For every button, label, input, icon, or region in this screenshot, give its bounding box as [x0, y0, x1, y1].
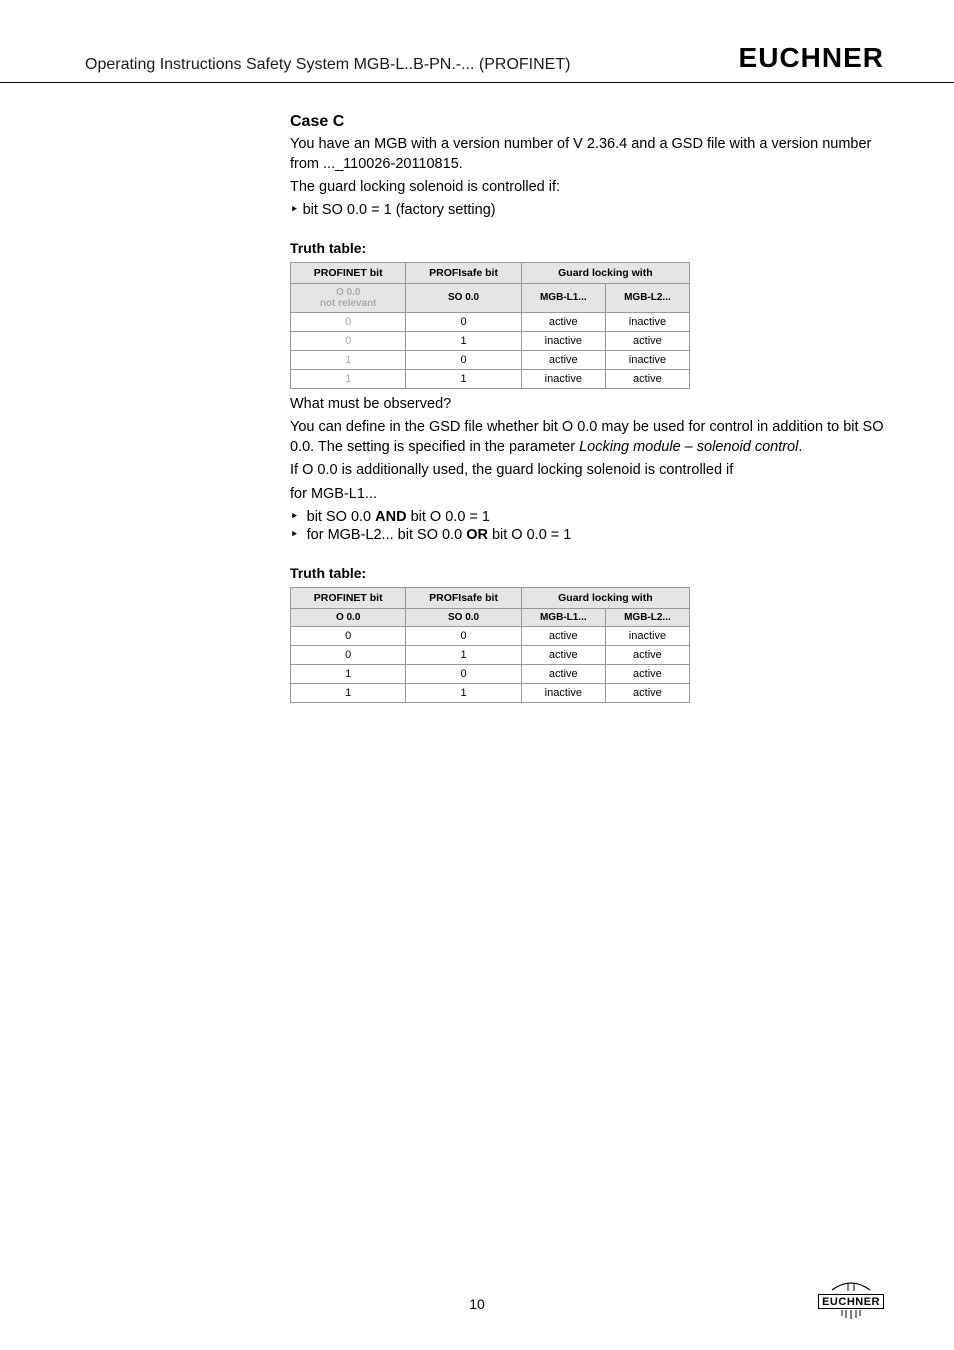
- cell: active: [605, 645, 689, 664]
- for-l1: for MGB-L1...: [290, 485, 884, 505]
- truth-table-1: PROFINET bit PROFIsafe bit Guard locking…: [290, 262, 690, 389]
- cell: 0: [291, 312, 406, 331]
- logo-hatch-icon: [828, 1310, 874, 1320]
- gsd-italic: Locking module – solenoid control: [579, 439, 798, 455]
- cell: 0: [291, 331, 406, 350]
- bullet-or: for MGB-L2... bit SO 0.0 OR bit O 0.0 = …: [290, 527, 884, 543]
- cell: 1: [291, 350, 406, 369]
- logo-arc-icon: [828, 1280, 874, 1292]
- cell: inactive: [605, 312, 689, 331]
- gsd-text-b: .: [798, 439, 802, 455]
- cell: inactive: [605, 626, 689, 645]
- t2-sub-l1: MGB-L1...: [521, 608, 605, 626]
- cell: active: [521, 626, 605, 645]
- cell: 0: [406, 664, 521, 683]
- case-intro: You have an MGB with a version number of…: [290, 135, 884, 174]
- header-title: Operating Instructions Safety System MGB…: [85, 56, 570, 74]
- t2-h-pn: PROFINET bit: [291, 587, 406, 608]
- bullet-and: bit SO 0.0 AND bit O 0.0 = 1: [290, 509, 884, 525]
- cell: active: [605, 331, 689, 350]
- t1-sub-l1: MGB-L1...: [521, 283, 605, 312]
- t1-sub-l2: MGB-L2...: [605, 283, 689, 312]
- cell: inactive: [521, 331, 605, 350]
- t2-sub-o: O 0.0: [291, 608, 406, 626]
- cell: active: [521, 312, 605, 331]
- table-row: 01activeactive: [291, 645, 690, 664]
- footer-logo-text: EUCHNER: [818, 1294, 884, 1309]
- brand-logo: EUCHNER: [739, 42, 884, 74]
- table-row: 10activeactive: [291, 664, 690, 683]
- t2-h-ps: PROFIsafe bit: [406, 587, 521, 608]
- cell: active: [605, 664, 689, 683]
- cell: 1: [291, 369, 406, 388]
- t2-h-gl: Guard locking with: [521, 587, 689, 608]
- gsd-para: You can define in the GSD file whether b…: [290, 418, 884, 457]
- cell: 1: [406, 683, 521, 702]
- table-row: 10activeinactive: [291, 350, 690, 369]
- t2-sub-so: SO 0.0: [406, 608, 521, 626]
- truth-table-2-title: Truth table:: [290, 565, 884, 581]
- truth-table-1-title: Truth table:: [290, 240, 884, 256]
- cell: active: [521, 350, 605, 369]
- b3b: OR: [466, 527, 488, 543]
- footer-logo: EUCHNER: [818, 1280, 884, 1320]
- cell: 0: [406, 626, 521, 645]
- table-row: 11inactiveactive: [291, 369, 690, 388]
- if-additional: If O 0.0 is additionally used, the guard…: [290, 461, 884, 481]
- cell: inactive: [605, 350, 689, 369]
- cell: active: [605, 683, 689, 702]
- table-row: 00activeinactive: [291, 312, 690, 331]
- b2c: bit O 0.0 = 1: [407, 509, 490, 525]
- cell: active: [521, 664, 605, 683]
- b3c: bit O 0.0 = 1: [488, 527, 571, 543]
- what-observed: What must be observed?: [290, 395, 884, 415]
- bullet-factory-setting: bit SO 0.0 = 1 (factory setting): [290, 202, 884, 218]
- t1-h-ps: PROFIsafe bit: [406, 262, 521, 283]
- cell: 1: [406, 645, 521, 664]
- table-row: 01inactiveactive: [291, 331, 690, 350]
- cell: active: [605, 369, 689, 388]
- cell: 1: [291, 683, 406, 702]
- cell: 0: [406, 312, 521, 331]
- page-content: Case C You have an MGB with a version nu…: [0, 83, 954, 703]
- b2a: bit SO 0.0: [307, 509, 376, 525]
- t1-sub-o-label: O 0.0: [336, 287, 360, 298]
- b2b: AND: [375, 509, 406, 525]
- page-number: 10: [0, 1296, 954, 1312]
- table-row: 11inactiveactive: [291, 683, 690, 702]
- cell: inactive: [521, 683, 605, 702]
- cell: 1: [291, 664, 406, 683]
- cell: active: [521, 645, 605, 664]
- t1-h-pn: PROFINET bit: [291, 262, 406, 283]
- cell: 0: [291, 626, 406, 645]
- t1-sub-o: O 0.0 not relevant: [291, 283, 406, 312]
- cell: inactive: [521, 369, 605, 388]
- t1-sub-so: SO 0.0: [406, 283, 521, 312]
- truth-table-2: PROFINET bit PROFIsafe bit Guard locking…: [290, 587, 690, 703]
- page-header: Operating Instructions Safety System MGB…: [0, 0, 954, 83]
- t1-h-gl: Guard locking with: [521, 262, 689, 283]
- case-title: Case C: [290, 113, 884, 131]
- controlled-if: The guard locking solenoid is controlled…: [290, 178, 884, 198]
- cell: 1: [406, 369, 521, 388]
- table-row: 00activeinactive: [291, 626, 690, 645]
- cell: 0: [406, 350, 521, 369]
- cell: 1: [406, 331, 521, 350]
- t1-sub-o-nr: not relevant: [320, 298, 377, 309]
- b3a: for MGB-L2... bit SO 0.0: [307, 527, 467, 543]
- t2-sub-l2: MGB-L2...: [605, 608, 689, 626]
- cell: 0: [291, 645, 406, 664]
